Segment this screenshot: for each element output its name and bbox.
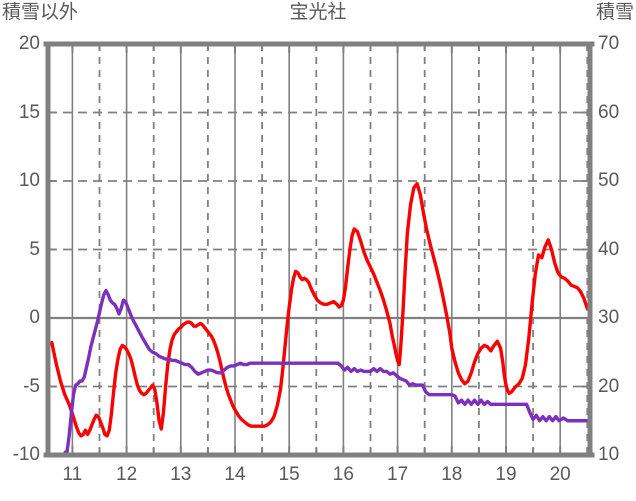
y-axis-left-tick-label: 0	[29, 307, 40, 328]
y-axis-left-tick-label: 5	[29, 238, 40, 260]
y-axis-left-tick-label: -10	[12, 444, 40, 465]
y-axis-left-tick-label: 20	[18, 33, 40, 54]
series-line-purple	[63, 288, 589, 454]
x-axis-tick-label: 12	[116, 464, 138, 485]
x-axis-tick-label: 17	[387, 464, 409, 485]
y-axis-right-tick-label: 40	[598, 238, 620, 260]
x-axis-tick-label: 16	[332, 464, 354, 485]
y-axis-right-tick-label: 30	[598, 307, 620, 328]
x-axis-tick-label: 18	[441, 464, 463, 485]
y-axis-left-tick-label: -5	[23, 375, 40, 397]
x-axis-tick-label: 14	[224, 464, 246, 485]
x-axis-tick-label: 20	[549, 464, 571, 485]
x-axis-tick-label: 13	[170, 464, 192, 485]
y-axis-right-tick-label: 70	[598, 33, 620, 54]
y-axis-left-tick-label: 15	[18, 101, 40, 123]
y-axis-right-tick-label: 10	[598, 444, 620, 465]
series-line-red	[50, 182, 589, 438]
x-axis-tick-label: 11	[62, 464, 83, 485]
right-axis-title: 積雪	[595, 2, 634, 23]
y-axis-left-tick-label: 10	[18, 170, 40, 191]
left-axis-title: 積雪以外	[2, 2, 79, 23]
y-axis-right-tick-label: 50	[598, 170, 620, 191]
y-axis-right-tick-label: 20	[598, 375, 620, 397]
x-axis-tick-label: 15	[278, 464, 300, 485]
chart-title: 宝光社	[289, 2, 347, 23]
y-axis-right-tick-label: 60	[598, 101, 620, 123]
x-axis-tick-label: 19	[495, 464, 517, 485]
